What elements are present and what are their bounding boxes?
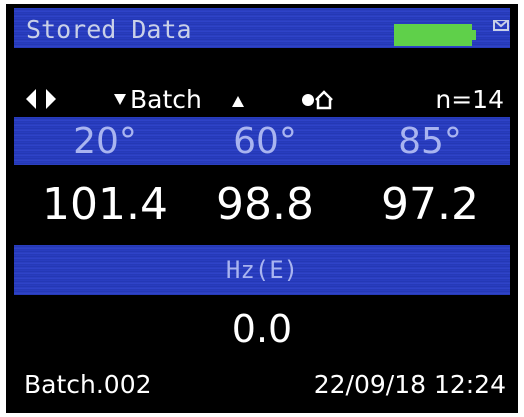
arrow-down	[114, 94, 126, 105]
nav-icons	[26, 89, 333, 110]
gloss-value: 98.8	[216, 179, 314, 230]
battery-tip	[472, 30, 476, 40]
envelope-icon	[493, 20, 509, 31]
batch-name: Batch.002	[24, 370, 152, 399]
haze-bar	[14, 245, 510, 295]
arrow-right	[46, 89, 56, 109]
angle-label: 60°	[233, 121, 297, 162]
gloss-value: 97.2	[381, 179, 479, 230]
battery	[394, 24, 472, 46]
haze-label: Hz(E)	[225, 256, 299, 284]
haze-value: 0.0	[231, 307, 293, 351]
dot-icon	[302, 94, 314, 106]
batch-label: Batch	[130, 85, 202, 114]
gloss-value: 101.4	[42, 179, 168, 230]
home-icon	[315, 90, 333, 110]
arrow-left	[26, 89, 36, 109]
arrow-up	[232, 96, 244, 107]
angle-bar	[14, 117, 510, 165]
status-icons	[394, 20, 509, 46]
count: n=14	[435, 85, 504, 114]
angle-label: 85°	[398, 121, 462, 162]
device-screen: Stored Data Batch n=14 Hz(E) 0.0 Batch.0…	[6, 4, 518, 413]
angle-label: 20°	[73, 121, 137, 162]
screen-title: Stored Data	[26, 15, 192, 44]
envelope-flap	[493, 20, 509, 28]
datetime: 22/09/18 12:24	[313, 370, 506, 399]
